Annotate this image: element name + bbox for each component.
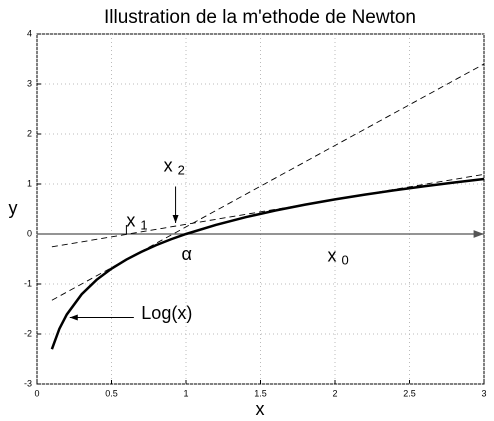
annotation-text: x (164, 155, 173, 175)
annotation: α (182, 244, 192, 264)
annotation-subscript: 0 (342, 253, 349, 268)
y-tick-label: -1 (24, 278, 32, 288)
y-tick-label: 4 (27, 28, 32, 38)
series-line (50, 177, 485, 350)
chart-title: Illustration de la m'ethode de Newton (104, 7, 416, 28)
series-line (51, 173, 485, 248)
annotation-subscript: 2 (178, 163, 185, 178)
annotation: Log(x) (141, 303, 192, 323)
y-tick-label: -3 (24, 378, 32, 388)
x-tick-label: 2.5 (403, 388, 416, 398)
y-tick-label: -2 (24, 328, 32, 338)
x-tick-label: 1.5 (254, 388, 267, 398)
y-tick-label: 0 (27, 228, 32, 238)
annotation-text: x (126, 210, 135, 230)
y-tick-label: 2 (27, 128, 32, 138)
x-tick-label: 1 (183, 388, 188, 398)
annotation-text: Log(x) (141, 303, 192, 323)
series-line (51, 63, 485, 301)
x-axis-label: x (256, 399, 265, 419)
plot-area (36, 33, 485, 385)
annotation-text: x (328, 245, 337, 265)
y-tick-label: 1 (27, 178, 32, 188)
annotation-text: α (182, 244, 192, 264)
x-tick-label: 0 (34, 388, 39, 398)
x-tick-label: 3 (481, 388, 486, 398)
x-tick-label: 2 (332, 388, 337, 398)
x-tick-label: 0.5 (105, 388, 118, 398)
annotation-subscript: 1 (140, 218, 147, 233)
y-axis-label: y (9, 198, 18, 218)
y-tick-label: 3 (27, 78, 32, 88)
